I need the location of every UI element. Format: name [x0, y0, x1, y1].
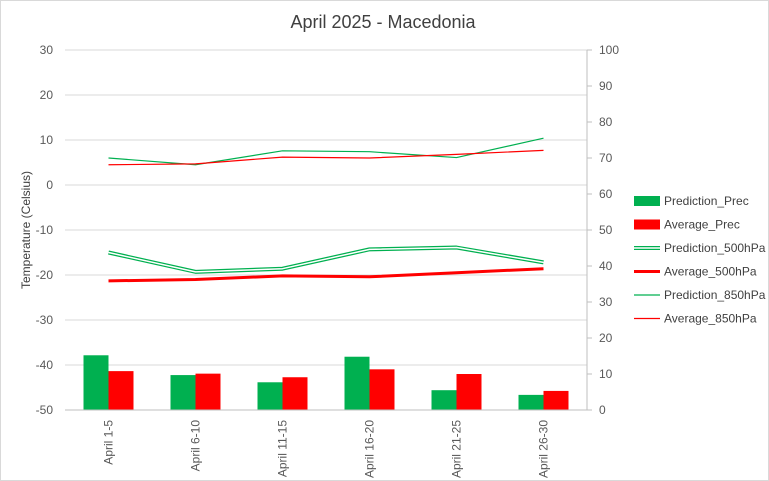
left-tick-label: -50: [36, 403, 54, 417]
lines: [108, 137, 544, 283]
left-tick-label: 30: [40, 43, 54, 57]
legend-key-Average_Prec: [634, 219, 660, 230]
left-tick-label: 0: [46, 178, 53, 192]
legend-label: Prediction_850hPa: [664, 288, 766, 302]
legend-label: Prediction_500hPa: [664, 241, 766, 255]
right-tick-label: 10: [599, 367, 613, 381]
legend-label: Average_500hPa: [664, 265, 757, 279]
right-tick-label: 30: [599, 295, 613, 309]
bar-Average_Prec: [108, 371, 134, 410]
right-tick-label: 80: [599, 115, 613, 129]
chart-title: April 2025 - Macedonia: [290, 12, 476, 32]
left-tick-label: -10: [36, 223, 54, 237]
y-axis-title-left: Temperature (Celsius): [19, 171, 33, 289]
bar-Average_Prec: [282, 377, 308, 410]
bar-Average_Prec: [543, 390, 569, 410]
right-tick-label: 40: [599, 259, 613, 273]
right-tick-label: 20: [599, 331, 613, 345]
right-tick-label: 60: [599, 187, 613, 201]
right-tick-label: 100: [599, 43, 619, 57]
category-label: April 6-10: [189, 420, 203, 472]
bar-Average_Prec: [195, 373, 221, 410]
bar-Prediction_Prec: [170, 375, 196, 410]
category-label: April 11-15: [276, 420, 290, 477]
left-tick-label: 10: [40, 133, 54, 147]
category-label: April 21-25: [450, 420, 464, 478]
left-tick-label: 20: [40, 88, 54, 102]
bar-Average_Prec: [369, 369, 395, 410]
bar-Prediction_Prec: [257, 382, 283, 410]
right-tick-label: 50: [599, 223, 613, 237]
left-tick-label: -20: [36, 268, 54, 282]
legend-label: Average_850hPa: [664, 312, 757, 326]
right-tick-label: 70: [599, 151, 613, 165]
bar-Average_Prec: [456, 374, 482, 410]
legend-key-Prediction_Prec: [634, 196, 660, 206]
bar-Prediction_Prec: [518, 394, 544, 410]
left-axis-ticks: 30 20 10 0 -10 -20 -30 -40 -50: [36, 43, 54, 417]
category-label: April 26-30: [537, 420, 551, 478]
category-label: April 16-20: [363, 420, 377, 478]
right-tick-label: 0: [599, 403, 606, 417]
bar-Prediction_Prec: [344, 356, 370, 410]
line-Prediction_500hPa-inner: [108, 246, 544, 273]
category-axis-labels: April 1-5 April 6-10 April 11-15 April 16-2…: [65, 409, 587, 478]
category-label: April 1-5: [102, 420, 116, 465]
right-tick-label: 90: [599, 79, 613, 93]
legend: Prediction_Prec Average_Prec Prediction_50…: [634, 194, 766, 326]
legend-label: Prediction_Prec: [664, 194, 749, 208]
legend-label: Average_Prec: [664, 218, 740, 232]
bar-Prediction_Prec: [83, 355, 109, 410]
bars: [83, 355, 569, 410]
bar-Prediction_Prec: [431, 390, 457, 410]
left-tick-label: -40: [36, 358, 54, 372]
left-tick-label: -30: [36, 313, 54, 327]
line-Average_500hPa: [108, 267, 544, 283]
line-Average_850hPa: [108, 149, 544, 166]
